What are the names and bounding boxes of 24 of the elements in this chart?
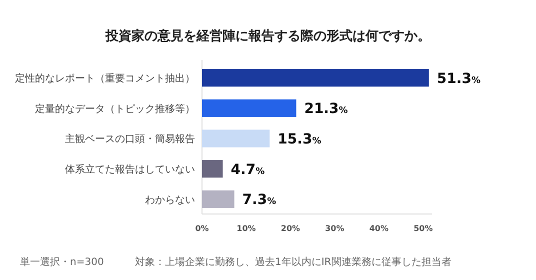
data-label: 4.7%	[230, 162, 265, 178]
bar	[202, 99, 296, 117]
x-tick-label: 40%	[369, 224, 388, 233]
y-tick-label: 定量的なデータ（トピック推移等）	[35, 102, 195, 115]
bar	[202, 190, 234, 208]
y-tick-label: 体系立てた報告はしていない	[65, 163, 195, 176]
x-tick-label: 0%	[195, 224, 209, 233]
chart-title: 投資家の意見を経営陣に報告する際の形式は何ですか。	[104, 28, 430, 44]
y-tick-label: わからない	[145, 194, 195, 206]
data-label: 15.3%	[278, 132, 322, 148]
data-label: 51.3%	[436, 70, 480, 87]
bar	[202, 69, 429, 87]
x-tick-label: 30%	[325, 224, 344, 233]
data-label: 21.3%	[304, 101, 348, 118]
x-tick-label: 10%	[236, 224, 256, 233]
x-tick-label: 50%	[414, 224, 433, 233]
text: 対象：上場企業に勤務し、過去1年以内にIR関連業務に従事した担当者	[135, 256, 452, 268]
text: 単一選択・n=300	[20, 256, 104, 268]
x-tick-label: 20%	[280, 224, 300, 233]
y-tick-label: 主観ベースの口頭・簡易報告	[65, 133, 195, 146]
bar	[202, 130, 270, 148]
y-tick-label: 定性的なレポート（重要コメント抽出）	[15, 72, 195, 84]
bar	[202, 160, 223, 178]
data-label: 7.3%	[242, 192, 276, 208]
